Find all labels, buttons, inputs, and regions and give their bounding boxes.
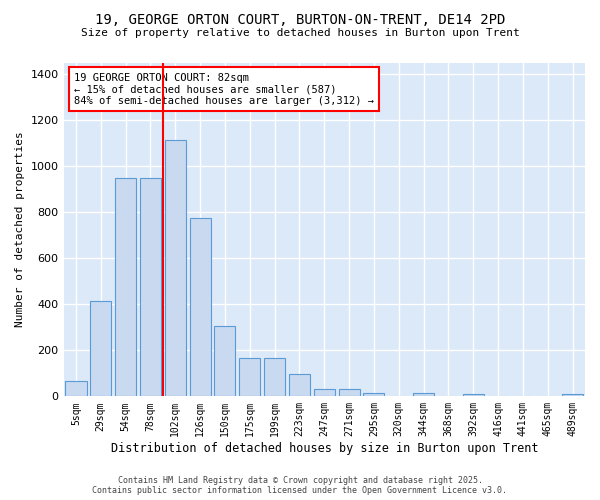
Bar [214,326,235,396]
Bar [314,390,335,396]
Text: Size of property relative to detached houses in Burton upon Trent: Size of property relative to detached ho… [80,28,520,38]
X-axis label: Distribution of detached houses by size in Burton upon Trent: Distribution of detached houses by size … [110,442,538,455]
Bar [338,390,359,396]
Text: Contains HM Land Registry data © Crown copyright and database right 2025.
Contai: Contains HM Land Registry data © Crown c… [92,476,508,495]
Bar [90,301,112,396]
Bar [413,393,434,396]
Bar [65,382,86,396]
Bar [115,178,136,396]
Text: 19 GEORGE ORTON COURT: 82sqm
← 15% of detached houses are smaller (587)
84% of s: 19 GEORGE ORTON COURT: 82sqm ← 15% of de… [74,72,374,106]
Bar [239,358,260,397]
Bar [289,374,310,396]
Text: 19, GEORGE ORTON COURT, BURTON-ON-TRENT, DE14 2PD: 19, GEORGE ORTON COURT, BURTON-ON-TRENT,… [95,12,505,26]
Bar [140,178,161,396]
Bar [463,394,484,396]
Bar [364,393,385,396]
Bar [165,140,186,396]
Bar [190,218,211,396]
Bar [264,358,285,397]
Y-axis label: Number of detached properties: Number of detached properties [15,132,25,328]
Bar [562,394,583,396]
